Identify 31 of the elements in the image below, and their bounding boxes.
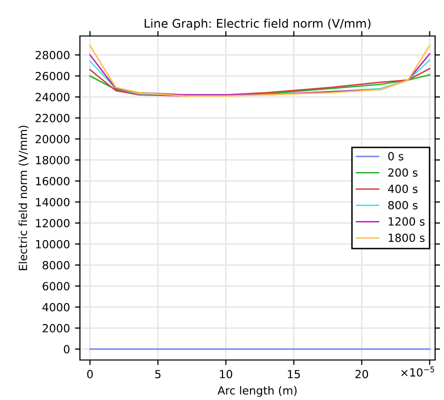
x-tick-label: 20 (355, 370, 368, 378)
legend-label: 0 s (388, 152, 404, 160)
x-tick-label: 5 (155, 370, 160, 378)
y-tick-label: 24000 (36, 92, 70, 102)
legend-label: 1800 s (388, 234, 425, 242)
y-tick-label: 22000 (36, 114, 70, 122)
y-tick-label: 2000 (42, 324, 70, 332)
y-tick-label: 4000 (42, 303, 70, 312)
y-tick-label: 16000 (36, 176, 70, 186)
y-tick-label: 14000 (36, 198, 70, 206)
y-tick-label: 0 (64, 345, 70, 354)
y-tick-label: 8000 (42, 261, 70, 270)
y-axis-title: Electric field norm (V/mm) (18, 126, 28, 270)
y-tick-label: 20000 (36, 134, 70, 144)
x-tick-label: 10 (220, 370, 232, 378)
y-tick-label: 6000 (42, 282, 70, 290)
legend-label: 200 s (388, 168, 418, 177)
legend-label: 400 s (388, 184, 418, 194)
x-tick-label: 15 (288, 370, 300, 378)
legend-label: 800 s (388, 200, 418, 210)
y-tick-label: 10000 (36, 240, 70, 248)
legend-label: 1200 s (388, 217, 425, 226)
y-tick-label: 12000 (36, 218, 70, 228)
chart-title: Line Graph: Electric field norm (V/mm) (144, 18, 370, 30)
text: ×10$^{−5}$ (401, 366, 434, 377)
y-tick-label: 18000 (36, 156, 70, 164)
y-tick-label: 28000 (36, 50, 70, 60)
x-axis-title: Arc length (m) (218, 386, 297, 397)
line-series (89, 44, 430, 97)
y-tick-label: 26000 (36, 72, 70, 80)
x-tick-label: 0 (87, 370, 93, 378)
